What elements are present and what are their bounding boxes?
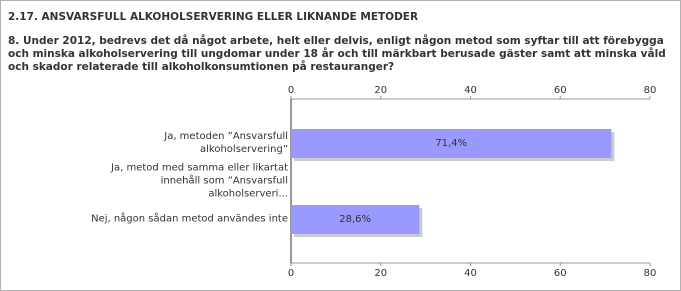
x-tick-label: 40 xyxy=(464,268,477,279)
x-tick-label: 60 xyxy=(554,85,567,96)
chart-title: 2.17. ANSVARSFULL ALKOHOLSERVERING ELLER… xyxy=(8,11,419,23)
bar xyxy=(291,205,420,234)
x-tick-label: 80 xyxy=(644,268,657,279)
category-label: Ja, metoden ”Ansvarsfull alkoholserverin… xyxy=(164,131,288,155)
value-label: 28,6% xyxy=(339,214,371,225)
bar xyxy=(291,129,612,158)
x-tick-label: 60 xyxy=(554,268,567,279)
value-label: 71,4% xyxy=(435,138,467,149)
x-tick-label: 40 xyxy=(464,85,477,96)
x-tick-label: 80 xyxy=(644,85,657,96)
x-tick-label: 0 xyxy=(288,85,294,96)
category-label: Nej, någon sådan metod användes inte xyxy=(91,213,288,225)
x-tick-label: 0 xyxy=(288,268,294,279)
question: 8. Under 2012, bedrevs det då något arbe… xyxy=(8,35,666,73)
category-label: Ja, metod med samma eller likartat inneh… xyxy=(111,162,288,200)
x-tick-label: 20 xyxy=(374,85,387,96)
x-tick-label: 20 xyxy=(374,268,387,279)
